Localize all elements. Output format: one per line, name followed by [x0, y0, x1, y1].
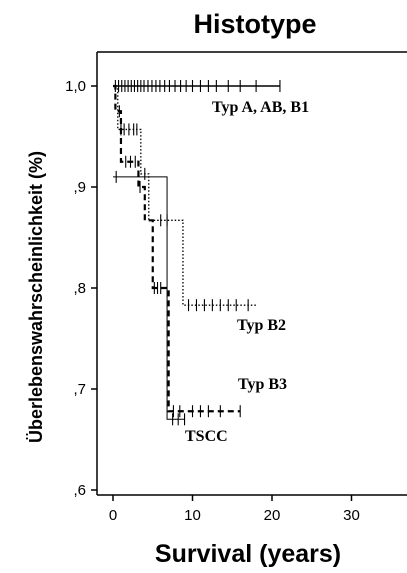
y-tick-label: ,7 [73, 381, 86, 398]
y-axis-label: Überlebenswahrscheinlichkeit (%) [26, 151, 46, 443]
y-tick-label: 1,0 [65, 78, 86, 95]
label-typ-b2: Typ B2 [237, 317, 286, 334]
x-tick-label: 20 [264, 507, 281, 524]
y-tick-label: ,6 [73, 482, 86, 499]
x-tick-label: 30 [343, 507, 360, 524]
x-tick-label: 0 [109, 507, 117, 524]
x-axis-label: Survival (years) [155, 540, 341, 568]
x-tick-label: 10 [184, 507, 201, 524]
y-tick-label: ,8 [73, 280, 86, 297]
y-tick-label: ,9 [73, 179, 86, 196]
label-tscc: TSCC [185, 428, 228, 445]
series-line-tscc [113, 176, 185, 420]
series-line-typ-b3 [113, 84, 241, 413]
tick-group: 0 10 20 30 ,6 ,7 ,8 ,9 1,0 [65, 78, 360, 524]
chart-title: Histotype [193, 9, 316, 39]
label-typ-a-ab-b1: Typ A, AB, B1 [212, 99, 309, 116]
label-typ-b3: Typ B3 [238, 376, 287, 393]
series-group [113, 80, 281, 426]
series-line-typ-b2 [113, 85, 257, 306]
